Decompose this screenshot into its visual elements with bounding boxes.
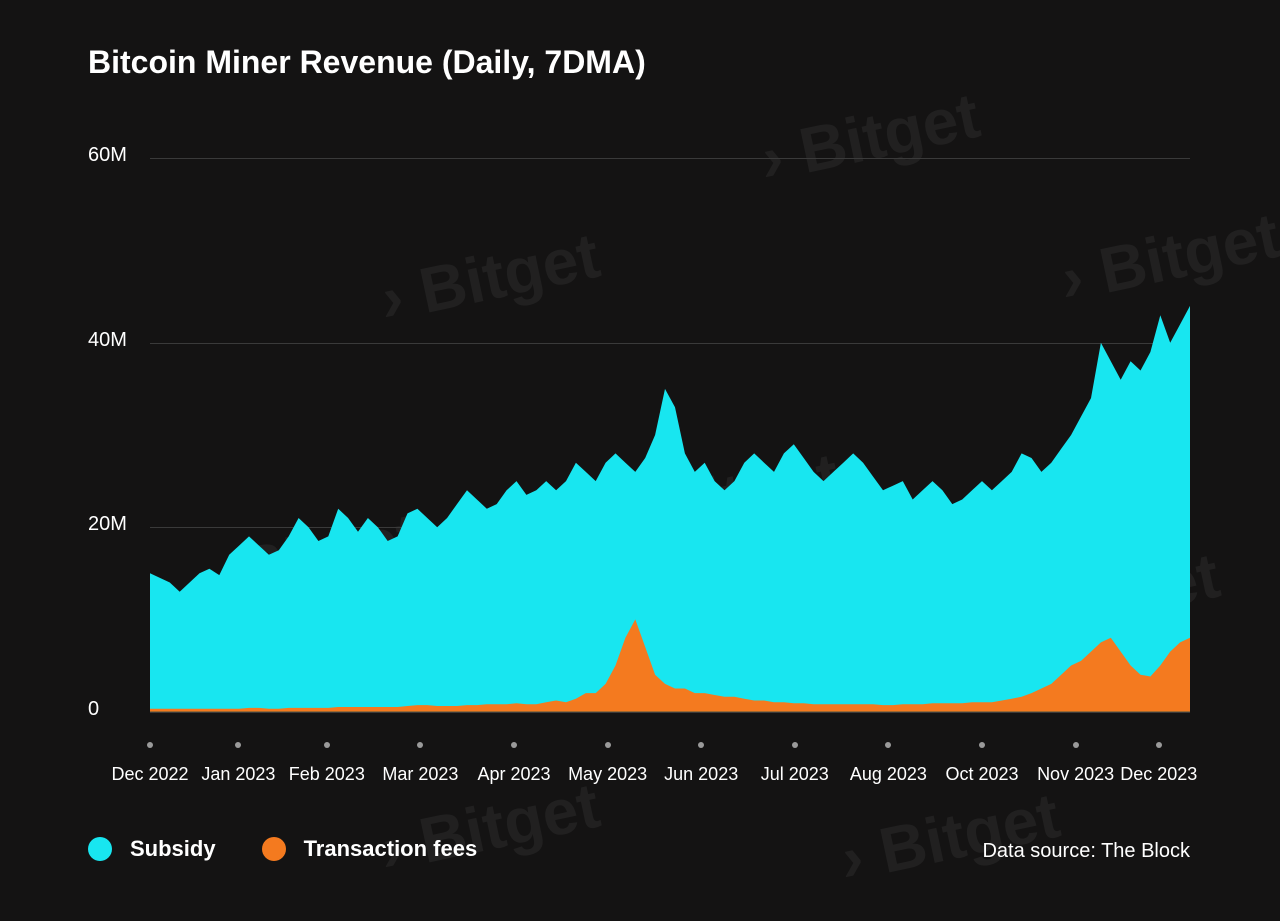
x-axis-label: Dec 2022 [111,764,188,785]
data-source-label: Data source: The Block [982,840,1190,863]
legend-label: Subsidy [130,836,216,862]
x-tick [147,742,153,748]
x-tick [792,742,798,748]
subsidy-area [150,306,1190,712]
legend-label: Transaction fees [304,836,478,862]
x-tick [511,742,517,748]
x-tick [324,742,330,748]
x-tick [1156,742,1162,748]
x-tick [885,742,891,748]
x-axis-label: Jan 2023 [201,764,275,785]
legend-swatch [88,837,112,861]
legend: Subsidy Transaction fees [88,836,505,862]
x-tick [979,742,985,748]
x-tick [235,742,241,748]
x-tick [417,742,423,748]
x-axis-label: Jun 2023 [664,764,738,785]
x-axis-label: Jul 2023 [761,764,829,785]
x-axis-label: Dec 2023 [1120,764,1197,785]
x-axis-label: Oct 2023 [945,764,1018,785]
x-axis-label: Aug 2023 [850,764,927,785]
x-tick [698,742,704,748]
x-axis-label: May 2023 [568,764,647,785]
x-axis-label: Feb 2023 [289,764,365,785]
legend-swatch [262,837,286,861]
x-axis-label: Apr 2023 [477,764,550,785]
x-axis-label: Mar 2023 [382,764,458,785]
x-tick [605,742,611,748]
x-tick [1073,742,1079,748]
chart-container: { "title": {"text":"Bitcoin Miner Revenu… [0,0,1280,921]
x-axis-label: Nov 2023 [1037,764,1114,785]
